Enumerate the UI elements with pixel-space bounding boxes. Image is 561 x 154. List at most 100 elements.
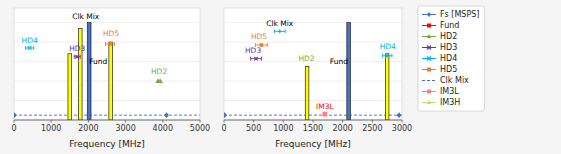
error-bar	[382, 54, 391, 58]
legend: Fs [MSPS]FundHD2HD3HD4HD5Clk MixIM3LIM3H	[418, 6, 484, 111]
x-axis-label: Frequency [MHz]	[69, 139, 145, 149]
annotation: Fund	[330, 57, 348, 66]
error-bar	[26, 46, 34, 50]
marker-stroke	[75, 55, 79, 59]
legend-handle	[422, 12, 436, 17]
legend-marker	[427, 100, 431, 104]
legend-handle	[422, 90, 436, 94]
scatter-point	[14, 112, 17, 118]
error-marker	[75, 55, 79, 59]
legend-label: Clk Mix	[440, 76, 469, 85]
marker-stroke	[427, 46, 431, 50]
error-cap	[285, 29, 286, 33]
grid-line	[224, 22, 402, 23]
marker-shape	[427, 90, 431, 94]
marker-stroke	[385, 54, 389, 58]
error-cap	[33, 46, 34, 50]
chart: 010002000300040005000Frequency [MHz]HD4H…	[0, 0, 561, 154]
x-tick-label: 1500	[303, 124, 323, 133]
error-marker	[108, 42, 112, 46]
scatter-point	[397, 112, 402, 118]
x-tick-label: 1000	[41, 124, 61, 133]
error-cap	[25, 46, 26, 50]
reference-line	[224, 115, 402, 116]
marker-stroke	[75, 55, 79, 59]
bar	[109, 42, 113, 120]
error-cap	[74, 55, 75, 59]
error-cap	[105, 42, 106, 46]
plot-area	[14, 8, 200, 120]
marker-shape	[427, 100, 431, 104]
error-cap	[261, 57, 262, 61]
reference-line	[14, 115, 200, 116]
error-marker	[254, 57, 258, 61]
x-tick-label: 4000	[153, 124, 173, 133]
x-tick-label: 3000	[392, 124, 412, 133]
legend-label: HD3	[440, 43, 457, 52]
legend-marker	[427, 34, 431, 38]
panel: 050010001500200025003000Frequency [MHz]C…	[221, 8, 412, 149]
bar	[78, 28, 82, 120]
legend-handle	[422, 24, 436, 28]
x-tick-label: 500	[246, 124, 261, 133]
legend-marker	[427, 68, 431, 72]
legend-marker	[427, 12, 431, 17]
legend-handle	[422, 57, 436, 61]
grid-line	[14, 100, 200, 101]
x-tick	[51, 120, 52, 123]
error-cap	[267, 43, 268, 47]
annotation: HD2	[151, 67, 167, 76]
error-marker	[28, 46, 32, 50]
x-tick-label: 5000	[190, 124, 210, 133]
error-marker	[278, 30, 282, 34]
marker-stroke	[427, 57, 431, 61]
x-tick	[224, 120, 225, 123]
x-tick-label: 2000	[78, 124, 98, 133]
legend-line	[422, 80, 436, 81]
legend-label: HD5	[440, 65, 457, 74]
x-axis-line	[14, 120, 200, 121]
x-tick-label: 0	[221, 124, 226, 133]
x-tick-label: 2000	[332, 124, 352, 133]
scatter-point	[158, 78, 163, 83]
error-bar	[274, 29, 285, 33]
annotation: IM3L	[316, 102, 334, 111]
legend-label: HD4	[440, 54, 457, 63]
marker-stroke	[427, 46, 431, 50]
error-bar	[74, 55, 80, 59]
panel: 010002000300040005000Frequency [MHz]HD4H…	[11, 8, 210, 149]
scatter-point	[224, 112, 227, 118]
scatter-point	[322, 112, 327, 117]
error-cap	[382, 54, 383, 58]
annotation: HD3	[245, 46, 261, 55]
grid-line	[224, 100, 402, 101]
marker-stroke	[28, 46, 32, 50]
annotation: HD4	[380, 42, 396, 51]
marker-shape	[427, 24, 431, 28]
error-cap	[274, 29, 275, 33]
marker-shape	[427, 12, 431, 17]
annotation: HD5	[103, 29, 119, 38]
plot-area	[224, 8, 402, 120]
legend-handle	[422, 80, 436, 81]
bar	[87, 23, 91, 120]
bar	[305, 66, 309, 120]
x-tick	[313, 120, 314, 123]
bar	[68, 54, 72, 120]
legend-label: Fund	[440, 21, 459, 30]
marker-stroke	[427, 57, 431, 61]
error-bar	[106, 42, 115, 46]
grid-line	[14, 120, 200, 121]
x-tick-label: 0	[11, 124, 16, 133]
legend-marker	[427, 57, 431, 61]
grid-line	[14, 22, 200, 23]
x-tick-label: 3000	[115, 124, 135, 133]
x-axis-label: Frequency [MHz]	[275, 139, 351, 149]
marker-shape	[14, 112, 17, 118]
annotation: HD5	[251, 32, 267, 41]
marker-shape	[224, 112, 227, 118]
marker-shape	[158, 78, 163, 83]
x-tick-label: 1000	[273, 124, 293, 133]
annotation: Fund	[89, 57, 107, 66]
x-tick-label: 2500	[362, 124, 382, 133]
